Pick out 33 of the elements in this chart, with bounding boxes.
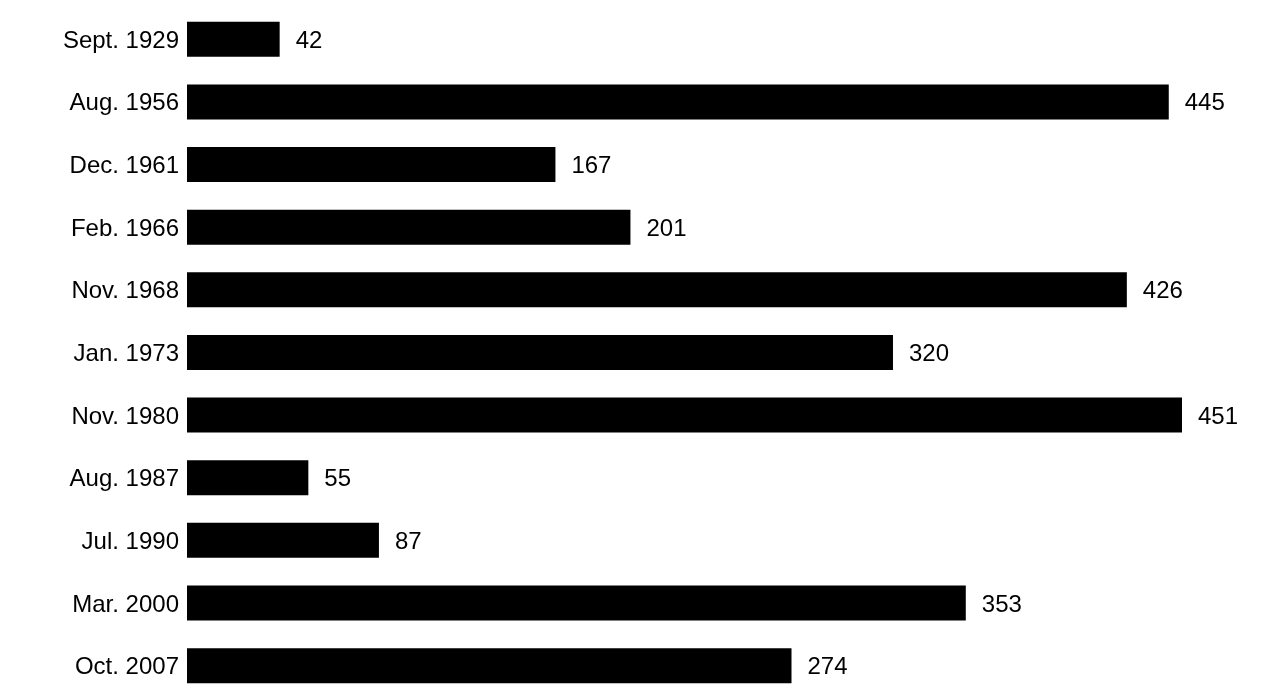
bar [187, 522, 379, 558]
y-tick-label: Mar. 2000 [72, 589, 179, 617]
bar [187, 84, 1169, 120]
data-label: 445 [1184, 88, 1225, 116]
data-label: 201 [646, 213, 687, 241]
y-tick-label: Nov. 1980 [71, 401, 179, 429]
y-tick-label: Sept. 1929 [62, 25, 179, 53]
data-label: 353 [981, 589, 1022, 617]
bar [187, 460, 309, 496]
y-tick-label: Nov. 1968 [71, 276, 179, 304]
bar [187, 209, 631, 245]
bar [187, 147, 556, 183]
y-tick-label: Feb. 1966 [70, 213, 179, 241]
y-tick-label: Aug. 1987 [69, 464, 179, 492]
y-tick-label: Aug. 1956 [69, 88, 179, 116]
y-tick-label: Dec. 1961 [69, 151, 179, 179]
data-label: 426 [1142, 276, 1183, 304]
bar [187, 648, 792, 684]
y-tick-label: Oct. 2007 [74, 652, 179, 680]
bar [187, 585, 966, 621]
y-tick-label: Jul. 1990 [81, 526, 179, 554]
data-label: 42 [295, 25, 323, 53]
data-label: 55 [324, 464, 352, 492]
bar [187, 334, 893, 370]
bar [187, 397, 1182, 433]
bar [187, 21, 280, 57]
data-label: 320 [908, 338, 950, 366]
data-label: 274 [807, 652, 848, 680]
data-label: 87 [394, 526, 422, 554]
data-label: 451 [1198, 401, 1239, 429]
data-label: 167 [571, 151, 612, 179]
y-tick-label: Jan. 1973 [73, 339, 179, 367]
bar [187, 272, 1127, 308]
